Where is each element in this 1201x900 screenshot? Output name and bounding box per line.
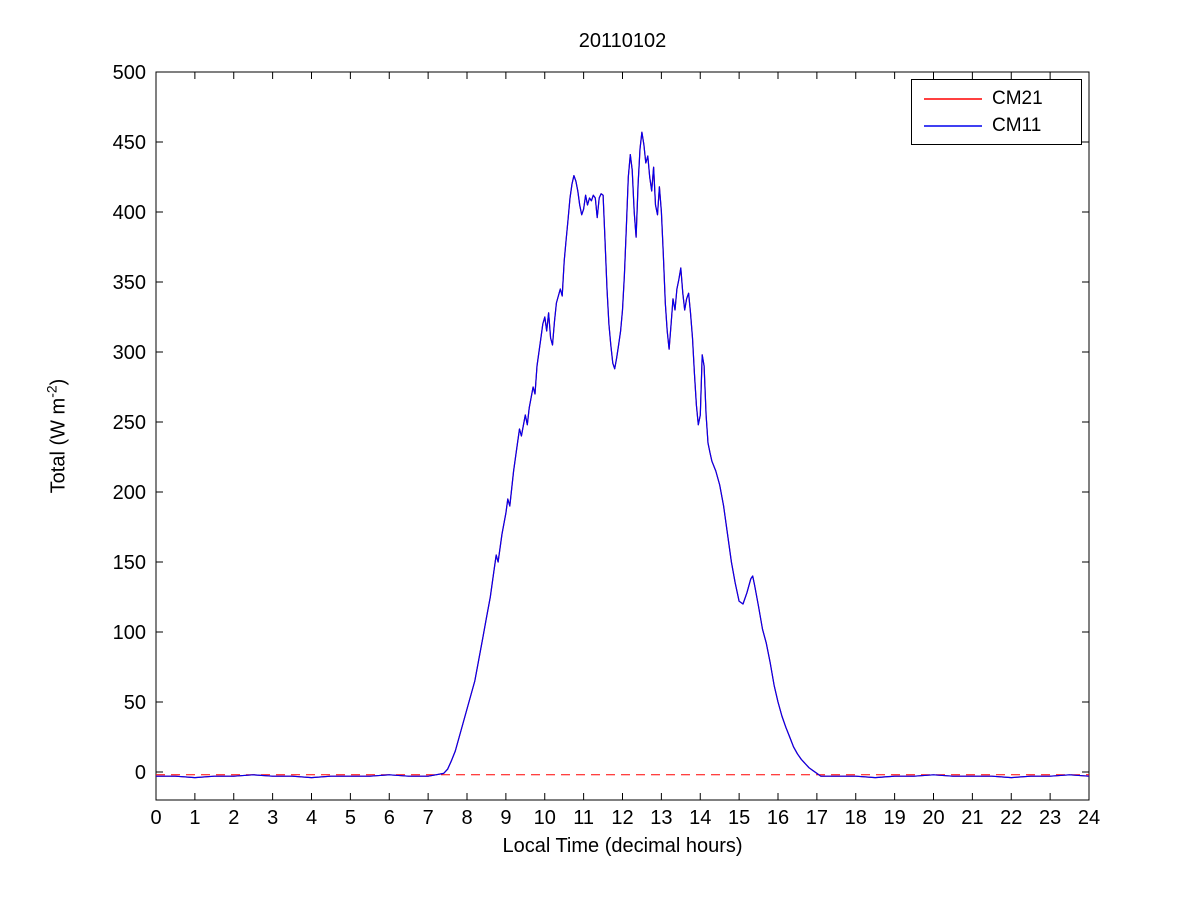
y-axis-label-suffix: ) [47,378,70,386]
svg-text:23: 23 [1039,807,1061,829]
svg-text:0: 0 [135,762,146,784]
svg-text:2: 2 [228,807,239,829]
legend-line-cm21 [924,97,982,100]
legend-label-cm21: CM21 [992,87,1043,109]
series-cm11 [156,131,1090,779]
legend-item-cm11: CM11 [912,112,1081,139]
chart-title: 20110102 [578,30,667,52]
legend-item-cm21: CM21 [912,85,1081,112]
svg-text:11: 11 [573,807,594,829]
legend: CM21 CM11 [911,79,1082,145]
svg-text:18: 18 [845,807,867,829]
svg-text:24: 24 [1078,807,1100,829]
svg-text:19: 19 [884,807,906,829]
x-ticks: 0 1 2 3 4 5 6 7 8 9 10 11 12 13 14 15 16 17 18 19 20 21 22 23 24 [150,72,1100,829]
svg-text:20: 20 [922,807,944,829]
svg-text:200: 200 [113,482,146,504]
svg-text:9: 9 [500,807,511,829]
svg-text:0: 0 [150,807,161,829]
svg-text:16: 16 [767,807,789,829]
y-axis-label: Total (W m-2) [44,379,71,494]
svg-text:8: 8 [461,807,472,829]
svg-text:13: 13 [650,807,672,829]
y-ticks: 0 50 100 150 200 250 300 350 400 450 500 [113,62,1089,784]
svg-text:150: 150 [113,552,146,574]
svg-text:100: 100 [113,622,146,644]
svg-text:21: 21 [961,807,983,829]
svg-text:400: 400 [113,202,146,224]
svg-text:300: 300 [113,342,146,364]
svg-text:6: 6 [384,807,395,829]
x-axis-label: Local Time (decimal hours) [502,835,743,857]
svg-text:250: 250 [113,412,146,434]
svg-text:3: 3 [267,807,278,829]
svg-text:7: 7 [423,807,434,829]
svg-text:450: 450 [113,132,146,154]
svg-text:4: 4 [306,807,317,829]
svg-text:1: 1 [189,807,200,829]
svg-text:5: 5 [345,807,356,829]
svg-text:22: 22 [1000,807,1022,829]
svg-text:14: 14 [689,807,711,829]
y-axis-label-prefix: Total (W m [47,397,70,494]
y-axis-label-superscript: -2 [43,385,60,398]
svg-text:350: 350 [113,272,146,294]
plot-box [155,71,1090,801]
svg-text:15: 15 [728,807,750,829]
legend-line-cm11 [924,124,982,127]
svg-text:500: 500 [113,62,146,84]
series-cm21 [156,131,1090,779]
svg-text:17: 17 [806,807,828,829]
svg-text:12: 12 [611,807,633,829]
legend-label-cm11: CM11 [992,114,1042,136]
svg-text:10: 10 [534,807,556,829]
svg-text:50: 50 [124,692,146,714]
